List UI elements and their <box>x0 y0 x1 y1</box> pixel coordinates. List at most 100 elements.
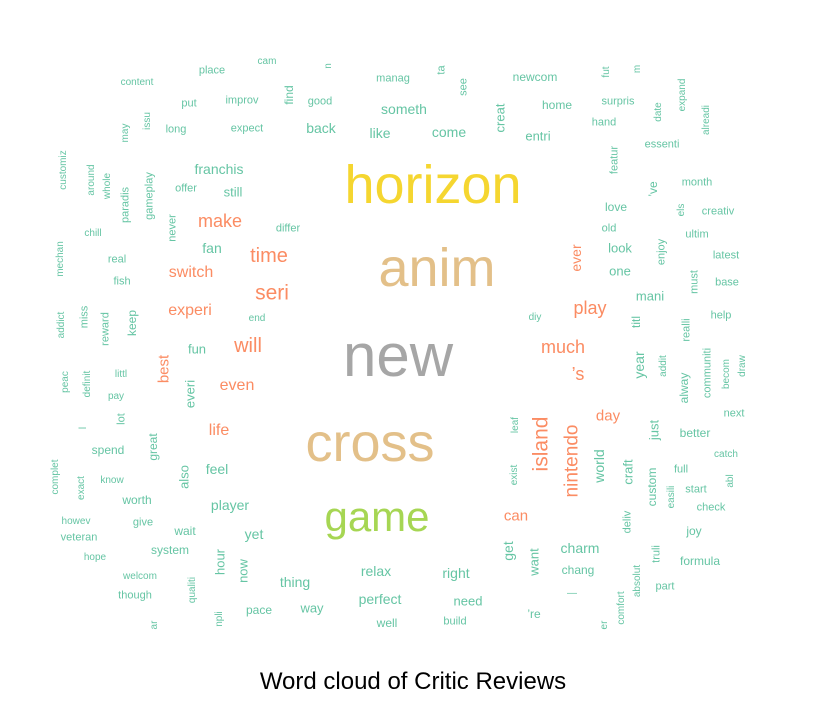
word: give <box>132 516 154 529</box>
word: full <box>673 463 689 476</box>
word: someth <box>381 101 427 117</box>
word: part <box>655 580 675 593</box>
word: peac <box>60 371 71 393</box>
word: surpris <box>601 95 635 108</box>
word: everi <box>182 379 198 409</box>
word: one <box>609 263 631 279</box>
word: well <box>376 616 398 630</box>
word: welcom <box>123 571 157 582</box>
word: alway <box>677 372 691 404</box>
word: see <box>457 78 470 96</box>
word: will <box>234 335 262 357</box>
word: place <box>198 64 226 77</box>
word: base <box>715 276 739 289</box>
word: entri <box>525 128 551 144</box>
word: world <box>591 449 607 483</box>
word: fan <box>202 240 222 256</box>
word: whole <box>102 172 113 200</box>
word: complet <box>50 459 61 495</box>
word: pay <box>107 391 125 402</box>
word: spend <box>91 443 125 457</box>
word: build <box>443 615 467 628</box>
word: charm <box>560 540 600 556</box>
word: way <box>300 600 324 616</box>
word: relax <box>360 563 392 579</box>
word: fun <box>187 341 207 357</box>
word: differ <box>275 222 301 235</box>
word: game <box>324 493 430 540</box>
word: keep <box>125 309 139 337</box>
word: custom <box>645 467 659 507</box>
word: hour <box>212 548 228 576</box>
word: know <box>100 475 124 486</box>
word: also <box>176 465 192 489</box>
word: time <box>250 245 288 267</box>
word: miss <box>78 305 91 329</box>
word: wait <box>174 524 196 538</box>
word: chill <box>84 228 102 239</box>
word: may <box>120 123 131 143</box>
word: check <box>696 501 726 514</box>
word: never <box>166 214 179 242</box>
word: come <box>431 124 467 140</box>
word: fish <box>113 275 131 288</box>
word: anim <box>378 238 496 298</box>
word: alreadi <box>701 104 712 136</box>
word: new <box>342 322 454 389</box>
word: look <box>608 240 632 256</box>
word: best <box>155 354 173 384</box>
word: improv <box>225 94 259 107</box>
word: ar <box>149 620 160 630</box>
word: addit <box>658 355 669 377</box>
word: experi <box>168 302 212 319</box>
word: must <box>688 270 701 294</box>
word: start <box>685 483 707 496</box>
word: featur <box>608 145 621 175</box>
word: hand <box>591 116 617 129</box>
word: next <box>723 407 745 420</box>
word: deliv <box>621 510 634 534</box>
word: absolut <box>632 564 643 598</box>
word: long <box>165 123 187 136</box>
word: good <box>307 95 333 108</box>
word: diy <box>528 312 542 323</box>
word: nintendo <box>561 424 583 498</box>
word: veteran <box>60 531 98 544</box>
word: thing <box>279 574 311 590</box>
word: creativ <box>701 205 735 218</box>
word: like <box>369 125 391 141</box>
word: exact <box>76 476 87 500</box>
word: issu <box>142 112 153 130</box>
word: comfort <box>616 591 627 625</box>
word: year <box>631 351 647 379</box>
word: expand <box>677 78 688 112</box>
word: system <box>150 543 190 557</box>
word: customiz <box>58 150 69 190</box>
word: becom <box>721 358 732 390</box>
word: ’ve <box>646 181 660 197</box>
word: qualiti <box>187 576 198 604</box>
word: er <box>599 620 610 630</box>
word: cross <box>305 413 435 473</box>
word: franchis <box>194 161 244 177</box>
word: home <box>541 98 573 112</box>
word: fut <box>601 66 612 78</box>
word: catch <box>714 449 738 460</box>
word: reward <box>99 312 112 346</box>
word: ta <box>435 65 448 75</box>
word: switch <box>168 264 214 281</box>
word: seri <box>255 281 289 305</box>
word: can <box>503 507 529 525</box>
word: formula <box>679 554 721 568</box>
word: day <box>595 407 621 425</box>
word: craft <box>620 459 636 485</box>
word: essenti <box>644 138 680 151</box>
word: player <box>210 497 250 513</box>
word: cam <box>257 56 277 67</box>
word: end <box>248 313 266 324</box>
word: great <box>146 433 160 461</box>
word: ’s <box>571 364 585 384</box>
word: l <box>78 426 89 430</box>
word: though <box>118 589 152 602</box>
word: easili <box>666 485 677 509</box>
